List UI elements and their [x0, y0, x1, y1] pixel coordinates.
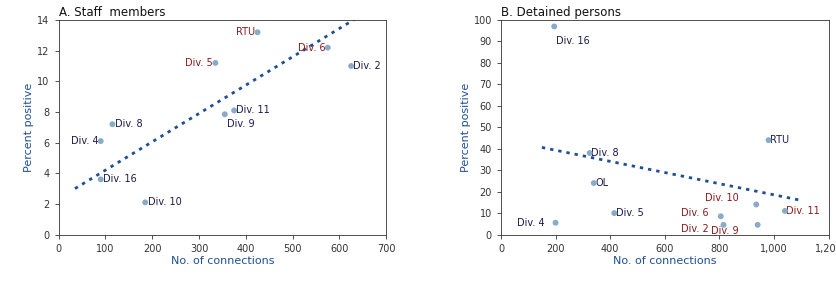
- Point: [138, 200, 151, 205]
- Text: Div. 5: Div. 5: [185, 58, 213, 68]
- Point: [761, 138, 774, 142]
- Text: RTU: RTU: [769, 135, 788, 145]
- Text: Div. 8: Div. 8: [115, 119, 142, 129]
- Point: [105, 122, 119, 126]
- Text: Div. 10: Div. 10: [147, 197, 181, 207]
- Y-axis label: Percent positive: Percent positive: [24, 83, 34, 172]
- Text: Div. 9: Div. 9: [227, 119, 254, 129]
- Text: OL: OL: [594, 178, 608, 188]
- Point: [716, 223, 729, 227]
- Text: Div. 16: Div. 16: [555, 37, 589, 46]
- Text: Div. 11: Div. 11: [237, 106, 270, 116]
- Text: Div. 6: Div. 6: [680, 208, 707, 218]
- Point: [208, 61, 222, 65]
- Text: Div. 16: Div. 16: [103, 174, 136, 184]
- Point: [713, 214, 726, 219]
- Point: [749, 202, 762, 207]
- Point: [218, 112, 232, 116]
- Y-axis label: Percent positive: Percent positive: [461, 83, 470, 172]
- Point: [251, 30, 264, 35]
- Point: [750, 223, 763, 227]
- X-axis label: No. of connections: No. of connections: [171, 256, 274, 266]
- Point: [321, 45, 334, 50]
- Text: Div. 8: Div. 8: [590, 148, 618, 158]
- Point: [548, 221, 562, 225]
- Point: [227, 108, 241, 113]
- Text: Div. 11: Div. 11: [785, 206, 819, 216]
- Point: [94, 177, 107, 182]
- Text: Div. 5: Div. 5: [615, 208, 643, 218]
- Point: [344, 64, 358, 68]
- Text: Div. 10: Div. 10: [704, 193, 737, 203]
- Text: Div. 4: Div. 4: [517, 218, 544, 228]
- Point: [583, 151, 596, 155]
- Point: [547, 24, 560, 29]
- Text: A. Staff  members: A. Staff members: [59, 6, 165, 19]
- Point: [777, 208, 791, 213]
- Point: [607, 211, 620, 215]
- Text: B. Detained persons: B. Detained persons: [501, 6, 620, 19]
- Text: Div. 4: Div. 4: [71, 136, 99, 146]
- Text: Div. 6: Div. 6: [298, 43, 325, 53]
- Point: [94, 139, 107, 143]
- X-axis label: No. of connections: No. of connections: [612, 256, 716, 266]
- Text: Div. 9: Div. 9: [710, 226, 737, 236]
- Point: [586, 181, 599, 185]
- Text: Div. 2: Div. 2: [353, 61, 380, 71]
- Text: RTU: RTU: [236, 27, 255, 37]
- Text: Div. 2: Div. 2: [680, 224, 707, 234]
